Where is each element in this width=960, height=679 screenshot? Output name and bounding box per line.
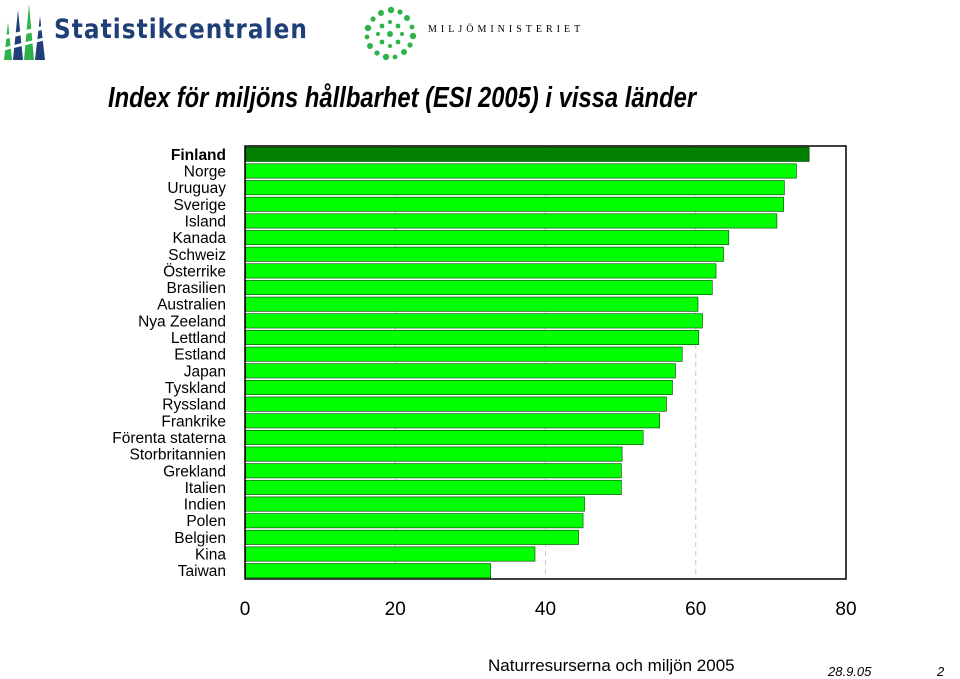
category-label: Förenta staterna	[112, 430, 226, 447]
category-label: Sverige	[173, 197, 226, 214]
bar	[245, 380, 673, 395]
category-label: Taiwan	[178, 563, 226, 580]
bar	[245, 263, 717, 279]
bar	[245, 446, 623, 462]
miljoministeriet-logo-icon	[364, 6, 417, 61]
bar	[245, 479, 622, 495]
x-axis-ticks: 0 20 40 60 80	[240, 599, 857, 620]
bar	[245, 313, 703, 329]
footer-source: Naturresurserna och miljön 2005	[488, 656, 735, 675]
bar	[245, 496, 585, 512]
category-label: Uruguay	[167, 180, 226, 197]
bar	[245, 196, 784, 212]
category-label: Norge	[184, 163, 226, 180]
category-label: Österrike	[163, 262, 226, 280]
chart-bars	[245, 146, 810, 579]
bar	[245, 529, 579, 545]
category-label: Estland	[174, 347, 226, 364]
category-label: Storbritannien	[129, 447, 226, 464]
bar	[245, 180, 785, 196]
category-label: Schweiz	[168, 247, 226, 264]
category-label: Kanada	[173, 230, 227, 247]
category-label: Belgien	[174, 530, 226, 547]
bar	[245, 413, 660, 429]
category-label: Polen	[186, 513, 226, 530]
category-label: Lettland	[171, 330, 226, 347]
statistikcentralen-logo: Statistikcentralen	[0, 0, 307, 65]
bar	[245, 429, 644, 445]
bar	[245, 463, 622, 479]
miljoministeriet-logo: MILJÖMINISTERIET	[360, 4, 620, 64]
bar	[245, 296, 699, 312]
category-label: Japan	[184, 363, 226, 380]
bar	[245, 346, 683, 362]
category-label: Tyskland	[165, 380, 226, 397]
category-label: Italien	[185, 480, 226, 497]
bar	[245, 246, 724, 262]
x-tick-label: 0	[240, 599, 251, 620]
category-label: Frankrike	[161, 413, 226, 430]
bar	[245, 330, 700, 345]
bar	[245, 163, 797, 179]
statistikcentralen-logo-text: Statistikcentralen	[54, 14, 308, 45]
bar	[245, 396, 667, 412]
x-tick-label: 80	[835, 599, 856, 620]
category-label: Australien	[157, 297, 226, 314]
x-tick-label: 60	[685, 599, 706, 620]
bar	[245, 230, 730, 246]
plot-frame	[244, 145, 847, 580]
x-tick-label: 40	[535, 599, 556, 620]
page-number: 2	[937, 664, 945, 679]
category-label: Kina	[195, 547, 226, 564]
chart-title: Index för miljöns hållbarhet (ESI 2005) …	[108, 82, 697, 114]
category-label: Finland	[171, 147, 226, 164]
bar	[245, 546, 536, 562]
bar	[245, 363, 676, 379]
category-label: Ryssland	[162, 397, 226, 414]
category-label: Island	[185, 213, 226, 230]
x-tick-label: 20	[385, 599, 406, 620]
statistikcentralen-logo-icon	[2, 4, 50, 60]
bar	[245, 513, 584, 529]
category-label: Nya Zeeland	[138, 313, 226, 330]
category-labels: FinlandNorgeUruguaySverigeIslandKanadaSc…	[112, 147, 226, 580]
bar	[245, 213, 778, 229]
category-label: Grekland	[163, 463, 226, 480]
category-label: Indien	[184, 497, 226, 514]
bar	[245, 280, 713, 296]
miljoministeriet-logo-text: MILJÖMINISTERIET	[428, 24, 585, 35]
category-label: Brasilien	[167, 280, 226, 297]
footer-date: 28.9.05	[828, 664, 872, 679]
bar	[245, 563, 491, 579]
bar	[245, 146, 810, 162]
